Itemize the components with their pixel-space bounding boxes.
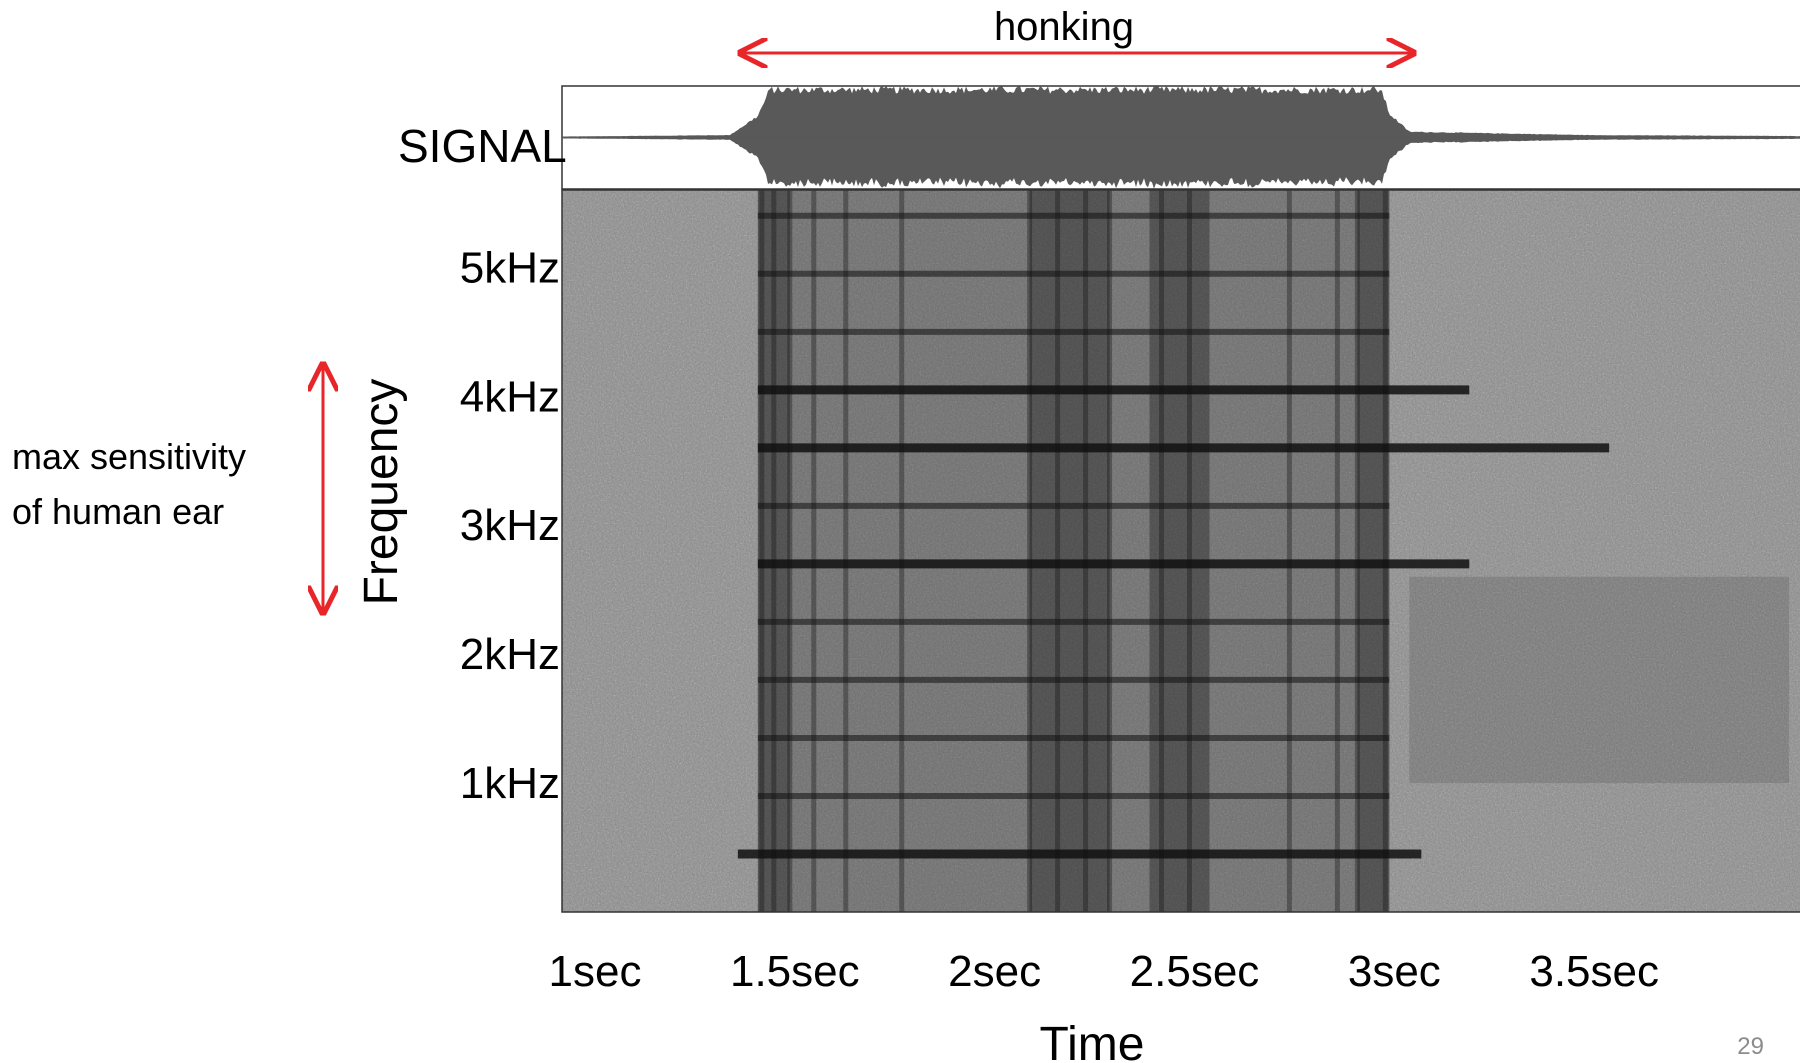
- x-tick-label: 2.5sec: [1130, 947, 1260, 996]
- spectrogram-noise: [562, 190, 1800, 912]
- y-tick-label: 2kHz: [460, 630, 560, 679]
- echo-region-shade: [1409, 576, 1790, 784]
- honking-label: honking: [994, 5, 1134, 49]
- x-tick-label: 1sec: [549, 947, 642, 996]
- x-tick-label: 3.5sec: [1529, 947, 1659, 996]
- y-tick-label: 3kHz: [460, 501, 560, 550]
- spectrogram-dark-bands: [757, 190, 1790, 912]
- spectrogram-frame: [561, 189, 1800, 913]
- x-axis-label: Time: [1040, 1018, 1145, 1063]
- y-tick-label: 5kHz: [460, 243, 560, 292]
- y-axis-label: Frequency: [355, 379, 408, 606]
- x-tick-label: 3sec: [1348, 947, 1441, 996]
- y-tick-label: 1kHz: [460, 759, 560, 808]
- spectrogram-transients: [759, 190, 1388, 912]
- honking-annotation: honking: [740, 5, 1414, 53]
- signal-label: SIGNAL: [398, 120, 567, 172]
- sensitivity-label-line1: max sensitivity: [12, 436, 246, 477]
- dark-band: [1149, 190, 1210, 912]
- x-tick-labels: 1sec 1.5sec 2sec 2.5sec 3sec 3.5sec: [549, 947, 1659, 996]
- y-tick-labels: 5kHz 4kHz 3kHz 2kHz 1kHz: [460, 243, 560, 808]
- dark-band: [1357, 190, 1390, 912]
- waveform-trace: [562, 86, 1800, 189]
- page-number: 29: [1737, 1033, 1764, 1060]
- x-tick-label: 1.5sec: [730, 947, 860, 996]
- sensitivity-label-line2: of human ear: [12, 491, 224, 532]
- spectrogram-panel: 5kHz 4kHz 3kHz 2kHz 1kHz 1sec 1.5sec 2sec 2.5se…: [355, 189, 1800, 1063]
- y-tick-label: 4kHz: [460, 372, 560, 421]
- dark-band: [757, 190, 790, 912]
- x-tick-label: 2sec: [948, 947, 1041, 996]
- sensitivity-annotation: max sensitivity of human ear: [12, 364, 323, 613]
- waveform-panel: SIGNAL: [398, 85, 1800, 190]
- honking-region-shade: [757, 190, 1390, 912]
- spectrogram-harmonics: [737, 212, 1610, 859]
- dark-band: [1029, 190, 1110, 912]
